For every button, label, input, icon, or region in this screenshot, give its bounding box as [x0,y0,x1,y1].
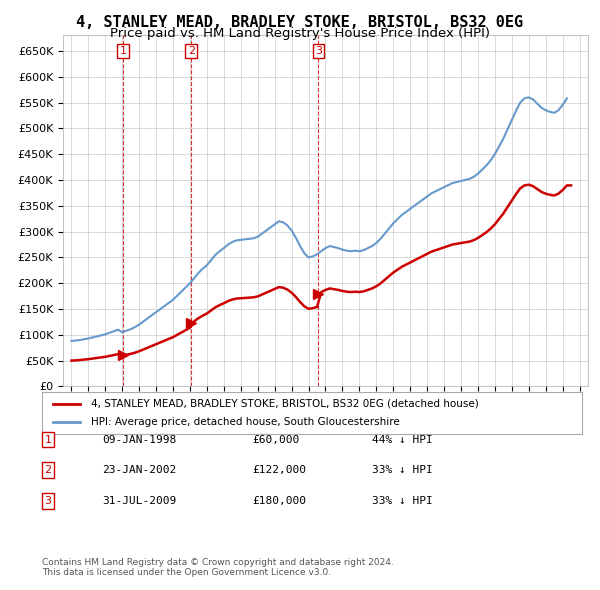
Text: 1: 1 [44,435,52,444]
Text: Contains HM Land Registry data © Crown copyright and database right 2024.
This d: Contains HM Land Registry data © Crown c… [42,558,394,577]
Text: 23-JAN-2002: 23-JAN-2002 [102,466,176,475]
Text: £122,000: £122,000 [252,466,306,475]
Text: 1: 1 [119,46,127,56]
Text: HPI: Average price, detached house, South Gloucestershire: HPI: Average price, detached house, Sout… [91,417,400,427]
Text: 4, STANLEY MEAD, BRADLEY STOKE, BRISTOL, BS32 0EG (detached house): 4, STANLEY MEAD, BRADLEY STOKE, BRISTOL,… [91,399,478,409]
Text: 44% ↓ HPI: 44% ↓ HPI [372,435,433,444]
Text: 33% ↓ HPI: 33% ↓ HPI [372,496,433,506]
Text: 3: 3 [44,496,52,506]
Text: £180,000: £180,000 [252,496,306,506]
Text: 09-JAN-1998: 09-JAN-1998 [102,435,176,444]
Text: 2: 2 [188,46,195,56]
Text: Price paid vs. HM Land Registry's House Price Index (HPI): Price paid vs. HM Land Registry's House … [110,27,490,40]
Text: £60,000: £60,000 [252,435,299,444]
Text: 31-JUL-2009: 31-JUL-2009 [102,496,176,506]
Text: 33% ↓ HPI: 33% ↓ HPI [372,466,433,475]
Text: 4, STANLEY MEAD, BRADLEY STOKE, BRISTOL, BS32 0EG: 4, STANLEY MEAD, BRADLEY STOKE, BRISTOL,… [76,15,524,30]
Text: 2: 2 [44,466,52,475]
Text: 3: 3 [315,46,322,56]
